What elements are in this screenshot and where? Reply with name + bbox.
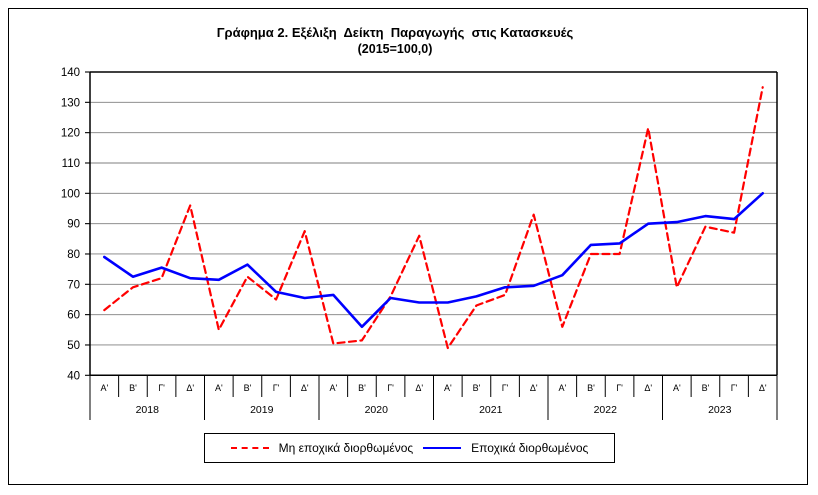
svg-text:Β': Β' [244, 383, 252, 393]
title-block: Γράφημα 2. Εξέλιξη Δείκτη Παραγωγής στις… [0, 24, 790, 57]
x-axis-ticks [89, 375, 778, 420]
y-gridlines [90, 71, 777, 377]
chart-subtitle: (2015=100,0) [357, 42, 433, 56]
svg-text:Α': Α' [558, 383, 566, 393]
chart-frame [8, 8, 808, 485]
svg-text:Δ': Δ' [759, 383, 767, 393]
svg-text:50: 50 [67, 340, 80, 352]
legend-label: Μη εποχικά διορθωμένος [278, 441, 414, 455]
svg-text:70: 70 [67, 279, 80, 291]
legend-label: Εποχικά διορθωμένος [471, 441, 589, 455]
svg-text:Α': Α' [444, 383, 452, 393]
svg-text:Δ': Δ' [530, 383, 538, 393]
svg-text:140: 140 [61, 67, 80, 79]
svg-text:Α': Α' [329, 383, 337, 393]
year-labels: 2018 2019 2020 2021 2022 2023 [136, 404, 732, 416]
svg-text:Α': Α' [100, 383, 108, 393]
svg-text:2019: 2019 [250, 404, 274, 416]
svg-text:90: 90 [67, 219, 80, 231]
svg-text:130: 130 [61, 97, 80, 109]
chart-title: Γράφημα 2. Εξέλιξη Δείκτη Παραγωγής στις… [216, 25, 574, 40]
svg-text:60: 60 [67, 310, 80, 322]
svg-text:120: 120 [61, 128, 80, 140]
svg-text:Α': Α' [215, 383, 223, 393]
svg-text:Γ': Γ' [616, 383, 623, 393]
svg-text:Β': Β' [587, 383, 595, 393]
svg-text:40: 40 [67, 370, 80, 382]
svg-text:Δ': Δ' [186, 383, 194, 393]
series-lines [103, 86, 765, 350]
solid-blue-line-swatch [423, 447, 462, 449]
svg-text:Γ': Γ' [158, 383, 165, 393]
svg-text:2022: 2022 [594, 404, 618, 416]
svg-text:110: 110 [62, 158, 80, 170]
legend-item-non-seasonally-adjusted: Μη εποχικά διορθωμένος [230, 441, 414, 455]
svg-text:Δ': Δ' [644, 383, 652, 393]
svg-text:2020: 2020 [365, 404, 389, 416]
legend-item-seasonally-adjusted: Εποχικά διορθωμένος [423, 441, 588, 455]
svg-text:100: 100 [61, 188, 80, 200]
svg-text:Β': Β' [358, 383, 366, 393]
svg-text:2021: 2021 [479, 404, 503, 416]
svg-text:Β': Β' [473, 383, 481, 393]
svg-text:Γ': Γ' [502, 383, 509, 393]
quarter-labels: Α' Β' Γ' Δ' Α' Β' Γ' Δ' Α' Β' Γ' Δ' Α' Β' Γ' Δ' Α' Β' Γ' Δ'… [100, 383, 766, 393]
svg-text:Γ': Γ' [731, 383, 738, 393]
svg-text:2023: 2023 [708, 404, 732, 416]
svg-text:Γ': Γ' [273, 383, 280, 393]
svg-text:Β': Β' [702, 383, 710, 393]
svg-text:Α': Α' [673, 383, 681, 393]
legend: Μη εποχικά διορθωμένος Εποχικά διορθωμέν… [204, 433, 615, 463]
svg-text:Β': Β' [129, 383, 137, 393]
y-axis-labels: 40 50 60 70 80 90 100 110 120 130 140 [61, 67, 90, 382]
svg-text:Γ': Γ' [387, 383, 394, 393]
svg-text:Δ': Δ' [301, 383, 309, 393]
dashed-red-line-swatch [230, 447, 269, 449]
plot-border [89, 72, 778, 376]
svg-text:Δ': Δ' [415, 383, 423, 393]
svg-text:2018: 2018 [136, 404, 160, 416]
svg-text:80: 80 [67, 249, 80, 261]
